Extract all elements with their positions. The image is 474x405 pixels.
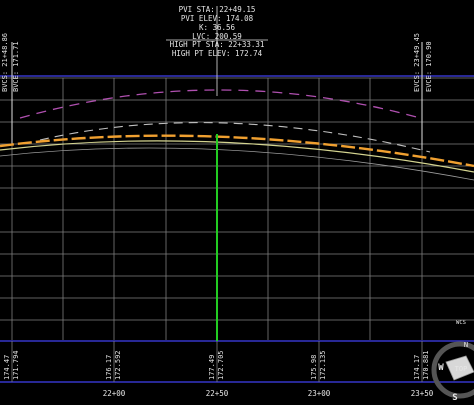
profile-frame — [0, 75, 474, 383]
elevation-band-labels: 174.47 171.794 176.17 172.592 177.49 172… — [3, 350, 430, 380]
pvi-k-label: K: 36.56 — [199, 23, 236, 32]
high-pt-sta-label: HIGH PT STA: 22+33.31 — [170, 40, 265, 49]
high-pt-elev-label: HIGH PT ELEV: 172.74 — [172, 49, 263, 58]
navigation-cube[interactable]: WCS TOP W S N — [431, 320, 474, 403]
existing-ground-profile — [0, 134, 474, 168]
compass-south-label: S — [452, 393, 457, 403]
band-ticks — [11, 341, 423, 382]
evcs-label: EVCS: 23+49.45 — [413, 33, 421, 92]
nav-cube-face-label: TOP — [455, 365, 468, 373]
bvce-label: BVCE: 171.71 — [12, 41, 20, 92]
bvc-labels: BVCS: 21+48.86 BVCE: 171.71 — [1, 33, 20, 92]
vertical-curve-marker-lines — [11, 42, 423, 150]
compass-north-label: N — [464, 341, 468, 349]
pvi-sta-label: PVI STA: 22+49.15 — [179, 5, 256, 14]
station-label: 22+50 — [206, 389, 229, 398]
band-col1-label: 174.47 — [3, 355, 11, 380]
band-col2-label: 172.592 — [114, 350, 122, 380]
nav-cube-face[interactable] — [445, 355, 474, 381]
station-label: 23+00 — [308, 389, 331, 398]
profile-grid — [0, 77, 474, 340]
compass-west-label: W — [438, 363, 444, 373]
nav-cube-ring[interactable] — [431, 341, 474, 399]
offset-dashed-curve — [19, 89, 421, 119]
tangent-dashed-curve — [39, 122, 431, 153]
pvi-elev-label: PVI ELEV: 174.08 — [181, 14, 254, 23]
band-col1-label: 174.17 — [413, 355, 421, 380]
band-col2-label: 171.794 — [12, 350, 20, 380]
evce-label: EVCE: 170.90 — [425, 41, 433, 92]
station-labels: 22+00 22+50 23+00 23+50 — [103, 389, 434, 398]
ground-profile-secondary — [0, 147, 474, 181]
band-col1-label: 175.98 — [310, 355, 318, 380]
wcs-tag: WCS — [456, 320, 466, 326]
evc-labels: EVCS: 23+49.45 EVCE: 170.90 — [413, 33, 433, 92]
band-col2-label: 170.881 — [422, 350, 430, 380]
band-col2-label: 172.705 — [217, 350, 225, 380]
bvcs-label: BVCS: 21+48.86 — [1, 33, 9, 92]
band-col1-label: 176.17 — [105, 355, 113, 380]
pvi-info-block: PVI STA: 22+49.15 PVI ELEV: 174.08 K: 36… — [170, 5, 265, 58]
station-label: 23+50 — [411, 389, 434, 398]
pvi-lvc-label: LVC: 200.59 — [192, 32, 242, 41]
band-col1-label: 177.49 — [208, 355, 216, 380]
band-col2-label: 172.135 — [319, 350, 327, 380]
station-label: 22+00 — [103, 389, 126, 398]
design-profile-line — [0, 140, 474, 173]
